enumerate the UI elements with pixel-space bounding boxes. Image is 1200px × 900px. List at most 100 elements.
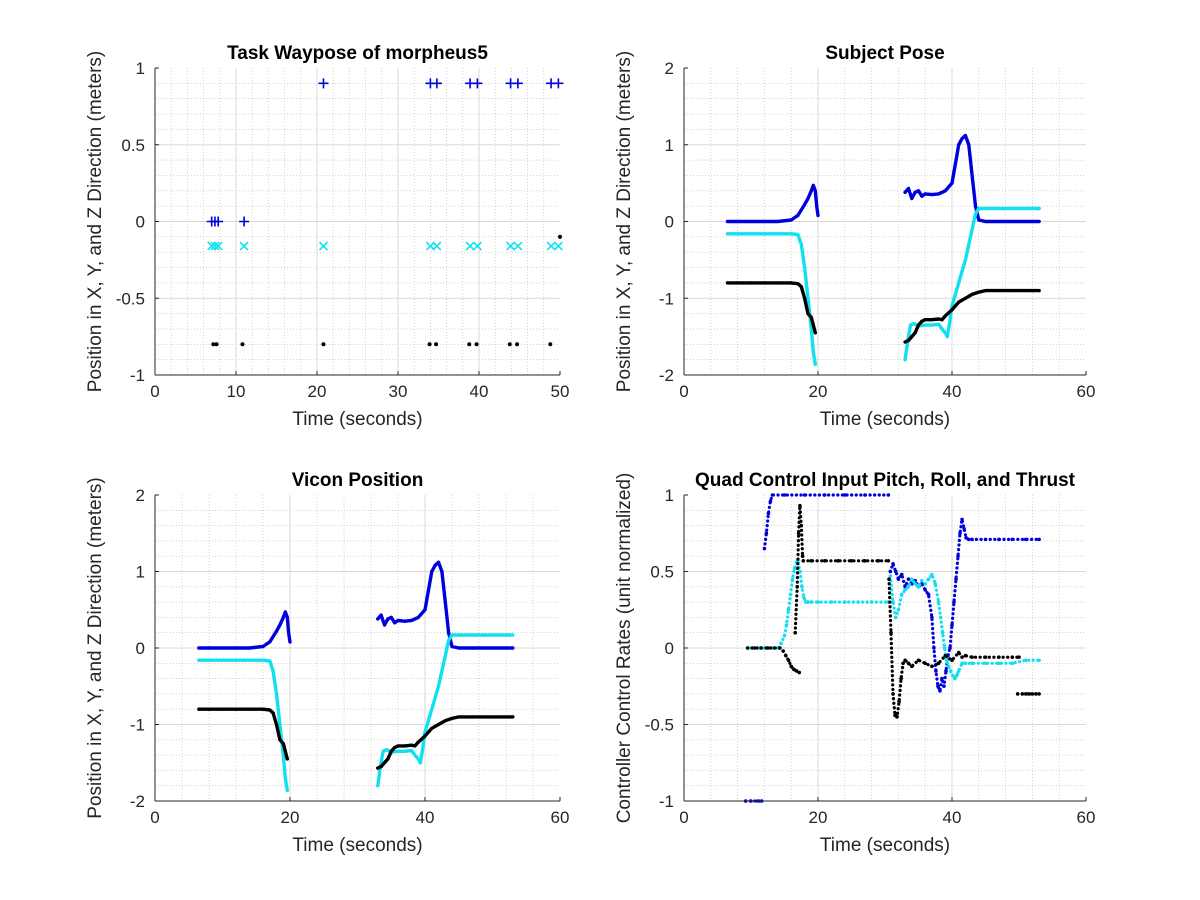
y-tick-label: 1 (665, 486, 674, 505)
series-line-cyan (725, 232, 817, 366)
plus-marker (213, 216, 224, 227)
dot-marker (434, 342, 439, 347)
chart-1: 0 10 20 30 40 50 -1 -0.5 0 0.5 1 Task Waypose of mo… (85, 43, 569, 430)
series-line-black (793, 504, 805, 635)
y-axis-label: Position in X, Y, and Z Direction (meter… (85, 51, 106, 392)
plus-marker (512, 78, 523, 89)
x-tick-label: 60 (551, 808, 570, 827)
x-tick-label: 0 (150, 808, 159, 827)
dot-marker (474, 342, 479, 347)
x-tick-label: 0 (679, 808, 688, 827)
series-line-blue (762, 493, 890, 551)
x-tick-label: 20 (281, 808, 300, 827)
data-layer (743, 493, 1041, 803)
data-point (797, 670, 802, 675)
x-marker (425, 241, 435, 251)
plus-marker (553, 78, 564, 89)
data-point (1037, 692, 1041, 696)
y-tick-label: -1 (659, 289, 674, 308)
dot-marker (427, 342, 432, 347)
x-axis-label: Time (seconds) (820, 409, 950, 430)
x-tick-label: 0 (150, 382, 159, 401)
plus-marker (472, 78, 483, 89)
x-marker (318, 241, 329, 251)
x-marker (546, 241, 556, 251)
series-line-black (725, 281, 817, 335)
y-tick-label: 1 (136, 59, 145, 78)
y-tick-label: -1 (659, 792, 674, 811)
plus-marker (318, 78, 329, 89)
series-line-cyan (197, 658, 289, 792)
x-tick-label: 20 (809, 382, 828, 401)
series-line-black (887, 577, 1021, 719)
y-tick-label: -1 (130, 366, 145, 385)
x-tick-label: 20 (809, 808, 828, 827)
x-marker (553, 241, 563, 251)
dot-marker (548, 342, 553, 347)
series-line-blue (903, 133, 1041, 224)
x-tick-label: 10 (227, 382, 246, 401)
chart-4: 0 20 40 60 -1 -0.5 0 0.5 1 Quad Control Input Pit… (614, 470, 1095, 856)
x-axis-label: Time (seconds) (820, 835, 950, 856)
x-tick-label: 20 (308, 382, 327, 401)
x-marker (213, 241, 223, 251)
data-layer (197, 560, 515, 792)
chart-3: 0 20 40 60 -2 -1 0 1 2 Vicon Position Time (second… (85, 470, 569, 856)
x-marker (506, 241, 516, 251)
x-marker (513, 241, 523, 251)
x-axis-label: Time (seconds) (292, 835, 422, 856)
chart-title: Quad Control Input Pitch, Roll, and Thru… (695, 470, 1076, 491)
dot-marker (214, 342, 219, 347)
y-tick-label: 2 (136, 486, 145, 505)
y-tick-label: 0.5 (121, 136, 145, 155)
y-tick-label: 1 (665, 136, 674, 155)
chart-title: Subject Pose (825, 43, 944, 64)
series-line-black (376, 715, 515, 770)
plus-marker (431, 78, 442, 89)
plus-marker (239, 216, 250, 227)
y-tick-label: 2 (665, 59, 674, 78)
x-marker (432, 241, 442, 251)
dot-marker (558, 234, 562, 239)
series-line-black (746, 646, 801, 675)
x-tick-label: 0 (679, 382, 688, 401)
x-tick-label: 50 (551, 382, 570, 401)
major-grid (155, 68, 560, 375)
x-marker (207, 241, 217, 251)
axes (154, 494, 561, 802)
y-tick-label: 0 (665, 639, 674, 658)
x-marker (465, 241, 475, 251)
axes (154, 67, 561, 376)
y-tick-label: 0 (136, 213, 145, 232)
y-axis-label: Controller Control Rates (unit normalize… (614, 473, 635, 824)
x-tick-label: 40 (470, 382, 489, 401)
y-axis-label: Position in X, Y, and Z Direction (meter… (614, 51, 635, 392)
x-tick-label: 40 (943, 382, 962, 401)
data-point (800, 554, 805, 558)
x-tick-label: 40 (943, 808, 962, 827)
series-line-blue (197, 610, 292, 650)
series-line-black (903, 288, 1041, 344)
y-axis-label: Position in X, Y, and Z Direction (meter… (85, 477, 106, 818)
data-layer (725, 133, 1041, 366)
series-line-blue (725, 183, 820, 224)
x-tick-label: 60 (1077, 808, 1096, 827)
series-line-blue (888, 517, 1041, 693)
series-line-blue (376, 560, 515, 650)
chart-2: 0 20 40 60 -2 -1 0 1 2 Subject Pose Time (seconds)… (614, 43, 1095, 430)
y-tick-label: 0 (665, 213, 674, 232)
axes (683, 494, 1087, 802)
y-tick-label: -1 (130, 716, 145, 735)
dot-marker (515, 342, 520, 347)
dot-marker (240, 342, 245, 347)
y-tick-label: -2 (659, 366, 674, 385)
dot-marker (507, 342, 512, 347)
x-marker (210, 241, 220, 251)
x-tick-label: 60 (1077, 382, 1096, 401)
y-tick-label: -2 (130, 792, 145, 811)
x-tick-label: 40 (416, 808, 435, 827)
chart-title: Task Waypose of morpheus5 (227, 43, 488, 64)
x-marker (472, 241, 482, 251)
y-tick-label: 0 (136, 639, 145, 658)
